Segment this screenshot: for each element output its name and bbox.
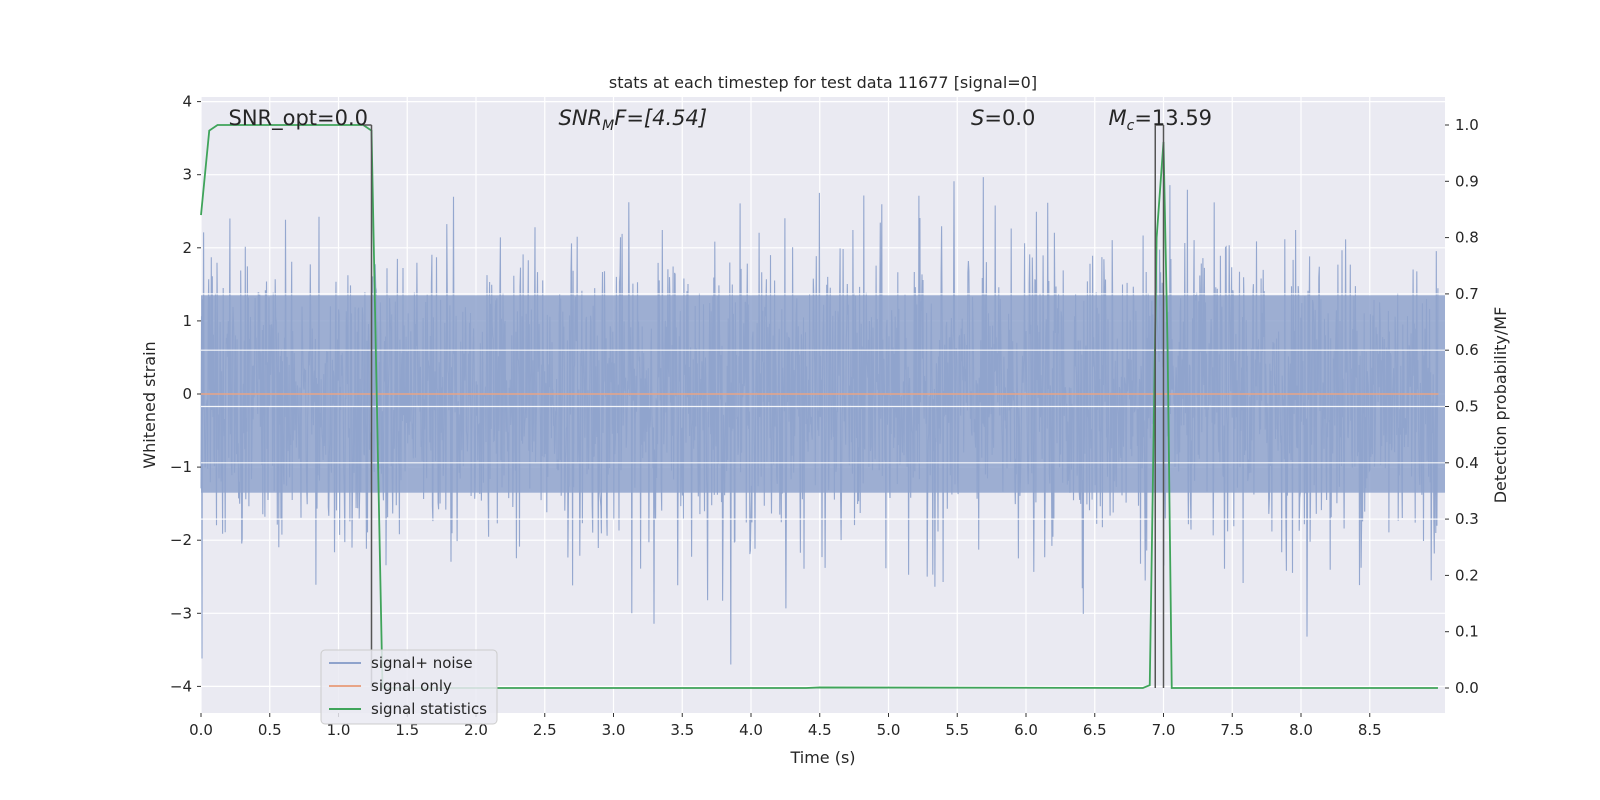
y-tick-label-4: 0	[182, 385, 192, 403]
x-tick-label-3: 1.5	[395, 721, 419, 739]
y-right-tick-label-2: 0.2	[1455, 566, 1479, 584]
x-tick-label-11: 5.5	[945, 721, 969, 739]
annotations: SNR_opt=0.0 SNRMF=[4.54] S=0.0 Mc=13.59	[229, 106, 1213, 134]
y-right-tick-label-10: 1.0	[1455, 116, 1479, 134]
y-tick-label-0: −4	[170, 677, 192, 695]
chart-title: stats at each timestep for test data 116…	[609, 73, 1037, 92]
annotation-2: S=0.0	[971, 106, 1035, 130]
x-tick-label-12: 6.0	[1014, 721, 1038, 739]
legend: signal+ noise signal only signal statist…	[320, 649, 498, 725]
y-tick-label-2: −2	[170, 531, 192, 549]
y-right-tick-label-6: 0.6	[1455, 341, 1479, 359]
y-tick-label-1: −3	[170, 604, 192, 622]
x-tick-label-8: 4.0	[739, 721, 763, 739]
x-tick-label-0: 0.0	[189, 721, 213, 739]
x-tick-label-15: 7.5	[1220, 721, 1244, 739]
y-right-tick-label-7: 0.7	[1455, 285, 1479, 303]
y-axis-ticks-left: −4 −3 −2 −1 0 1 2 3 4	[170, 93, 201, 695]
x-tick-label-17: 8.5	[1358, 721, 1382, 739]
y-right-tick-label-9: 0.9	[1455, 172, 1479, 190]
y-tick-label-3: −1	[170, 458, 192, 476]
y-right-tick-label-0: 0.0	[1455, 679, 1479, 697]
x-tick-label-1: 0.5	[258, 721, 282, 739]
annotation-3: Mc=13.59	[1109, 106, 1213, 134]
x-tick-label-9: 4.5	[808, 721, 832, 739]
y-right-tick-label-3: 0.3	[1455, 510, 1479, 528]
legend-box	[320, 649, 498, 725]
series-group	[200, 124, 1439, 689]
y-right-tick-label-1: 0.1	[1455, 623, 1479, 641]
x-tick-label-10: 5.0	[877, 721, 901, 739]
y-tick-label-6: 2	[182, 239, 192, 257]
y-tick-label-5: 1	[182, 312, 192, 330]
y-tick-label-7: 3	[182, 166, 192, 184]
y-right-tick-label-4: 0.4	[1455, 454, 1479, 472]
annotation-1: SNRMF=[4.54]	[559, 106, 708, 134]
x-tick-label-2: 1.0	[327, 721, 351, 739]
annotation-0: SNR_opt=0.0	[229, 106, 369, 131]
x-tick-label-6: 3.0	[602, 721, 626, 739]
y-right-tick-label-5: 0.5	[1455, 398, 1479, 416]
legend-label-signal-noise: signal+ noise	[371, 654, 473, 672]
series-signal-statistics	[200, 124, 1438, 689]
vertical-markers	[363, 124, 1165, 688]
y-axis-label: Whitened strain	[140, 341, 159, 468]
x-tick-label-4: 2.0	[464, 721, 488, 739]
y-axis-ticks-right: 0.0 0.1 0.2 0.3 0.4 0.5 0.6 0.7 0.8 0.9 1.0	[1445, 116, 1479, 697]
y-axis-label-right: Detection probability/MF	[1491, 307, 1510, 504]
x-tick-label-5: 2.5	[533, 721, 557, 739]
x-tick-label-13: 6.5	[1083, 721, 1107, 739]
x-tick-label-7: 3.5	[670, 721, 694, 739]
x-tick-label-14: 7.0	[1152, 721, 1176, 739]
x-tick-label-16: 8.0	[1289, 721, 1313, 739]
legend-label-signal-statistics: signal statistics	[371, 700, 487, 718]
x-axis-ticks: 0.0 0.5 1.0 1.5 2.0 2.5 3.0 3.5 4.0 4.5 5.0 5.5 6.0 6…	[189, 713, 1382, 739]
y-right-tick-label-8: 0.8	[1455, 229, 1479, 247]
x-axis-label: Time (s)	[789, 748, 855, 767]
legend-label-signal-only: signal only	[371, 677, 452, 695]
y-tick-label-8: 4	[182, 93, 192, 111]
